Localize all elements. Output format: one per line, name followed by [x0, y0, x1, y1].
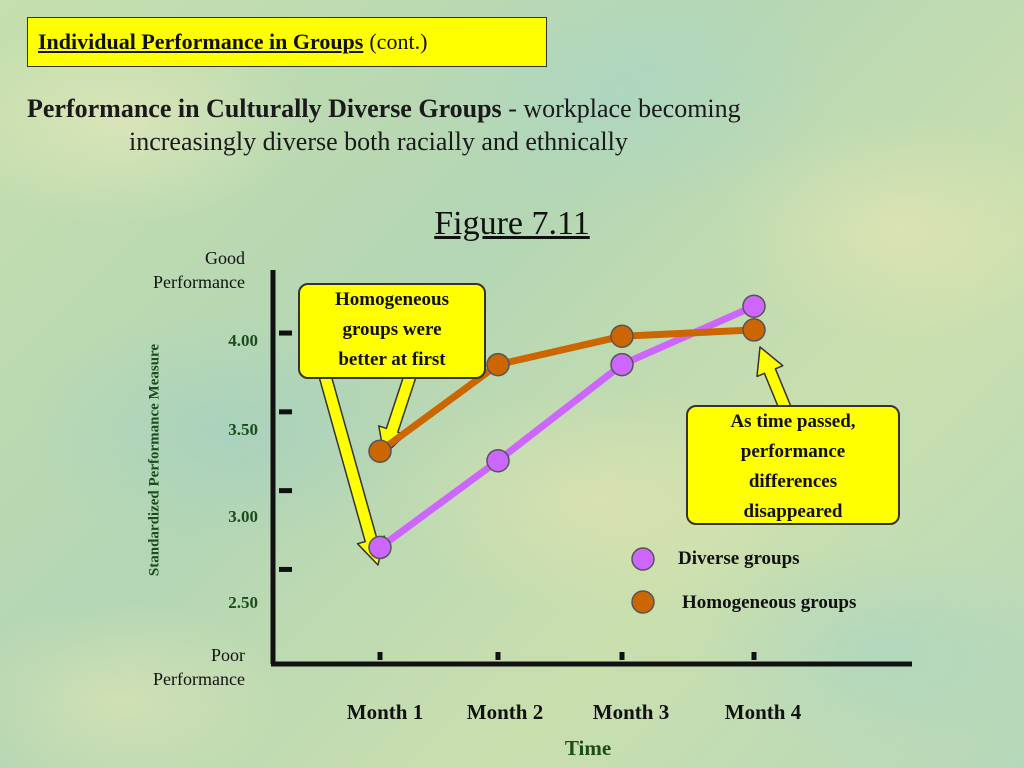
callout-right-line4: disappeared — [743, 501, 843, 522]
legend-label-diverse: Diverse groups — [678, 548, 800, 569]
y-tick-label: 3.00 — [228, 507, 258, 526]
callout-right-line1: As time passed, — [730, 411, 856, 432]
callout-left-line2: groups were — [342, 319, 442, 340]
heading-line2: increasingly diverse both racially and e… — [129, 127, 628, 156]
data-point-homogeneous — [742, 318, 766, 342]
callout-arrows — [315, 346, 795, 566]
legend-markers — [631, 547, 655, 614]
heading-rest: - workplace becoming — [501, 94, 741, 123]
y-bottom-label-line2: Performance — [153, 669, 245, 689]
x-tick-label: Month 1 — [346, 700, 424, 724]
callout-left-line1: Homogeneous — [335, 289, 449, 310]
legend-marker-diverse — [631, 547, 655, 571]
data-point-homogeneous — [368, 439, 392, 463]
slide-heading: Performance in Culturally Diverse Groups… — [27, 92, 927, 158]
slide-title-box: Individual Performance in Groups (cont.) — [27, 17, 547, 67]
figure-title-text: Figure 7.11 — [434, 205, 590, 242]
y-tick-label: 3.50 — [228, 420, 258, 439]
data-point-homogeneous — [610, 324, 634, 348]
callout-right-line3: differences — [748, 471, 838, 492]
data-point-diverse — [486, 448, 510, 473]
y-top-label-line2: Performance — [153, 272, 245, 292]
callout-right-line2: performance — [740, 441, 846, 462]
y-top-label-line1: Good — [205, 248, 245, 268]
y-bottom-label: Poor Performance — [45, 643, 245, 691]
series-line-homogeneous — [376, 326, 758, 455]
data-point-homogeneous — [486, 352, 510, 377]
data-point-diverse — [610, 352, 634, 377]
arrow-to-diverse-month1 — [315, 362, 386, 566]
data-point-diverse — [368, 535, 392, 560]
figure-title: Figure 7.11 — [0, 205, 1024, 243]
legend-label-homogeneous: Homogeneous groups — [682, 592, 857, 613]
y-top-label: Good Performance — [45, 246, 245, 294]
series-points — [368, 294, 766, 560]
data-point-diverse — [742, 294, 766, 318]
x-tick-label: Month 3 — [592, 700, 670, 724]
callout-left-line3: better at first — [338, 349, 446, 370]
arrow-to-homogeneous-month1 — [378, 367, 419, 456]
callout-homogeneous-first: Homogeneous groups were better at first — [298, 283, 486, 379]
chart-axes — [270, 270, 912, 667]
y-bottom-label-line1: Poor — [210, 645, 245, 665]
y-tick-label: 2.50 — [228, 593, 258, 612]
legend-marker-homogeneous — [631, 590, 655, 614]
heading-bold: Performance in Culturally Diverse Groups — [27, 94, 502, 123]
slide-title-suffix: (cont.) — [369, 29, 428, 54]
x-axis-title: Time — [564, 736, 612, 760]
slide-title: Individual Performance in Groups — [38, 29, 364, 54]
x-tick-label: Month 4 — [724, 700, 802, 724]
callout-differences-disappeared: As time passed, performance differences … — [686, 405, 900, 525]
series-lines — [376, 302, 758, 551]
y-tick-label: 4.00 — [228, 331, 258, 350]
x-tick-label: Month 2 — [466, 700, 544, 724]
